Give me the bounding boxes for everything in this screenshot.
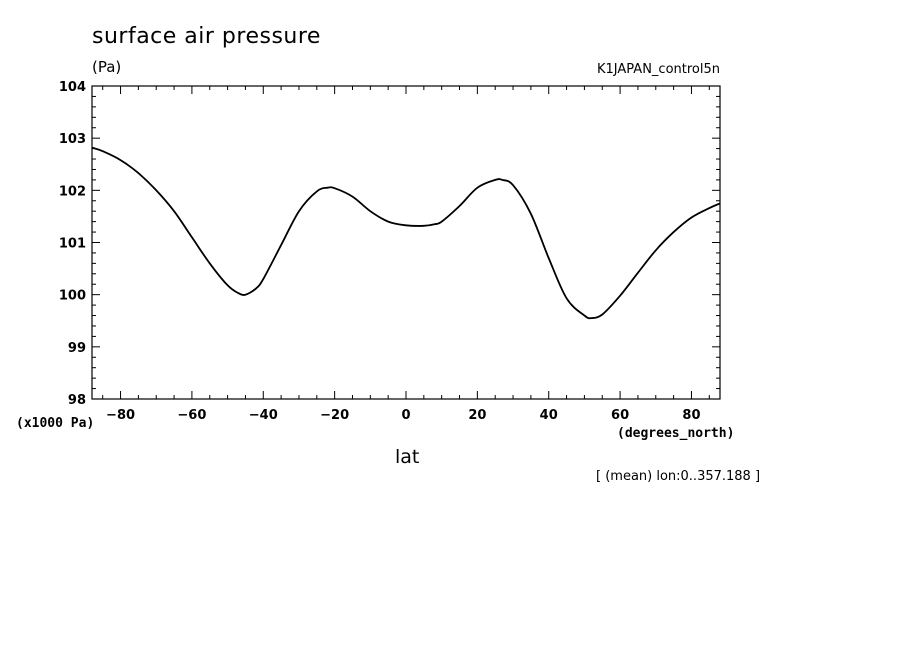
x-tick-label: −40 — [249, 408, 278, 423]
y-scale-note: (x1000 Pa) — [16, 416, 95, 431]
chart-title: surface air pressure — [92, 24, 321, 49]
x-tick-label: −80 — [106, 408, 135, 423]
x-tick-label: 80 — [682, 408, 700, 423]
y-tick-label: 102 — [59, 184, 86, 199]
plot-frame — [91, 85, 721, 400]
x-tick-label: −20 — [320, 408, 349, 423]
y-tick-label: 103 — [59, 132, 86, 147]
y-tick-label: 98 — [68, 393, 86, 408]
x-axis-label: lat — [395, 446, 420, 468]
x-tick-label: 40 — [540, 408, 558, 423]
run-name-label: K1JAPAN_control5n — [597, 62, 720, 77]
tick-marks — [92, 85, 720, 400]
units-label: (Pa) — [92, 58, 122, 76]
y-tick-label: 101 — [59, 237, 86, 252]
y-tick-label: 104 — [59, 80, 86, 95]
x-tick-label: 0 — [401, 408, 410, 423]
x-units-label: (degrees_north) — [617, 426, 735, 441]
footnote: [ (mean) lon:0..357.188 ] — [596, 469, 761, 484]
series-line — [91, 146, 721, 320]
tick-labels: −80 −60 −40 −20 0 20 40 60 80 98 99 100 101 102 103 104 — [59, 80, 701, 423]
y-tick-label: 100 — [59, 289, 86, 304]
x-tick-label: −60 — [177, 408, 206, 423]
x-tick-label: 60 — [611, 408, 629, 423]
x-tick-label: 20 — [468, 408, 486, 423]
y-tick-label: 99 — [68, 341, 86, 356]
